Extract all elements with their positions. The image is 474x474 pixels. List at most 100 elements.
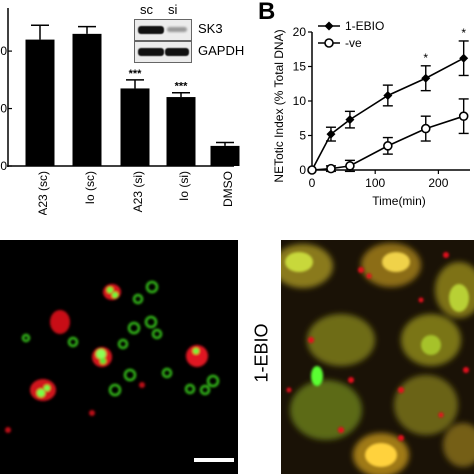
nucleus-bright [311, 366, 323, 386]
debris-red [139, 382, 145, 388]
micrograph-left-cells [5, 280, 220, 433]
nucleus-green [37, 389, 45, 397]
series-line-0 [311, 57, 465, 171]
line-chart-ylabel: NETotic Index (% Total DNA) [272, 29, 286, 183]
panel-b-letter: B [258, 0, 276, 25]
cell-green [199, 384, 211, 396]
micrograph-left [0, 240, 238, 474]
western-blot-inset: sc si SK3 GAPDH [131, 0, 251, 70]
line-y-tick-label: 15 [293, 60, 307, 74]
series-point-1 [307, 165, 317, 175]
bar-y-tick-label: 20 [0, 102, 7, 116]
series-point-0 [326, 129, 336, 139]
marker-red [438, 412, 444, 418]
bar-y-tick-label: 40 [0, 44, 7, 58]
bar [25, 39, 55, 166]
bar-category-label: Io (si) [177, 171, 191, 201]
blot-band-gapdh-sc [138, 48, 164, 56]
series-point-1 [383, 141, 393, 151]
cell-green [151, 328, 163, 340]
marker-red [366, 273, 372, 279]
debris-red [5, 427, 11, 433]
cell-green [132, 293, 144, 305]
cell-green [144, 315, 158, 329]
blot-lane-label-sc: sc [140, 2, 153, 17]
bar-category-label: A23 (si) [131, 171, 145, 212]
marker-red [443, 252, 449, 258]
cell-green [184, 383, 196, 395]
series-point-1 [458, 111, 469, 121]
line-x-tick-label: 200 [428, 176, 448, 190]
line-y-tick-label: 0 [299, 163, 306, 177]
cell-green [161, 367, 173, 379]
bar-category-label: Io (sc) [83, 171, 97, 204]
marker-red [398, 435, 404, 441]
cell-red [186, 345, 208, 367]
scale-bar [194, 458, 234, 462]
marker-red [418, 297, 424, 303]
micrograph-row-label: 1-EBIO [251, 323, 272, 383]
cell-green [21, 333, 31, 343]
series-significance: * [461, 26, 466, 40]
nucleus-green [107, 287, 113, 293]
line-y-tick-label: 5 [299, 129, 306, 143]
marker-red [338, 427, 344, 433]
line-x-tick-label: 100 [365, 176, 385, 190]
series-point-0 [345, 115, 355, 125]
series-point-1 [420, 123, 431, 134]
cell-green [67, 336, 79, 348]
marker-red [348, 377, 354, 383]
line-x-tick-label: 0 [309, 176, 316, 190]
cell-blob [394, 375, 458, 435]
blot-band-label-gapdh: GAPDH [198, 43, 245, 58]
blot-band-gapdh-si [165, 48, 189, 56]
legend-label-1: -ve [345, 36, 362, 50]
bar-significance: *** [175, 81, 189, 93]
cell-green [206, 374, 220, 388]
cell-green [117, 338, 129, 350]
cell-blob [290, 380, 362, 440]
cell-red [50, 310, 70, 334]
cell-green [127, 321, 141, 335]
marker-red [286, 387, 292, 393]
series-point-0 [421, 73, 431, 83]
series-point-1 [345, 161, 355, 171]
bar-significance: *** [129, 68, 143, 80]
bar [210, 145, 240, 166]
micrograph-right [281, 240, 474, 474]
nucleus-bright [421, 335, 441, 355]
bar-category-label: DMSO [221, 171, 235, 207]
legend-swatch-marker-1 [324, 38, 334, 48]
blot-band-label-sk3: SK3 [198, 21, 223, 36]
line-y-tick-label: 10 [293, 94, 307, 108]
nucleus-green [96, 349, 106, 359]
line-x-axis-label: Time(min) [372, 194, 426, 208]
bar-chart: 0 20 40 A23 (sc) Io (sc) *** A23 (si) *** Io (si… [0, 8, 240, 215]
bar-layer: 0 20 40 A23 (sc) Io (sc) *** A23 (si) *** Io (si… [0, 8, 240, 215]
series-point-0 [383, 90, 393, 100]
marker-red [358, 267, 364, 273]
nucleus-bright [449, 284, 469, 312]
blot-strip-gapdh [134, 41, 192, 63]
micrograph-right-cells [281, 243, 474, 474]
blot-band-sk3-si [167, 27, 187, 32]
nucleus-green [193, 348, 199, 354]
nucleus-bright [365, 443, 397, 467]
legend-swatch-marker-0 [324, 21, 334, 31]
marker-red [463, 367, 469, 373]
marker-red [308, 337, 314, 343]
bar [120, 88, 150, 166]
cell-green [123, 368, 137, 382]
nucleus-bright [382, 252, 410, 272]
debris-red [89, 410, 95, 416]
cell-green [145, 280, 159, 294]
blot-strip-sk3 [134, 19, 192, 41]
nucleus-green [112, 292, 118, 298]
bar-y-tick-label: 0 [0, 159, 7, 173]
bar [166, 97, 196, 166]
blot-band-sk3-sc [138, 26, 164, 34]
series-point-1 [326, 163, 336, 174]
cell-blob [443, 423, 474, 467]
